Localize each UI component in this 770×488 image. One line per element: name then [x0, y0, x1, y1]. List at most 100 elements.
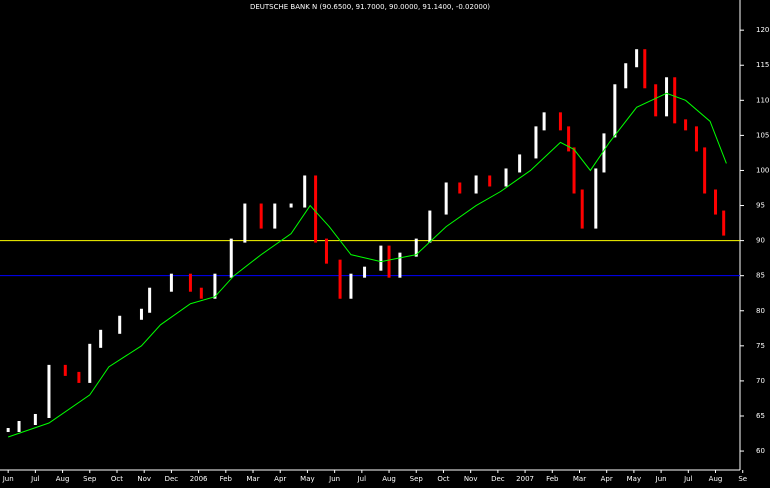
candle [17, 421, 21, 433]
candle [703, 147, 707, 194]
x-tick-label: Dec [165, 475, 179, 483]
candle [47, 364, 51, 418]
x-tick-label: Oct [111, 475, 123, 483]
x-tick-label: Aug [56, 475, 70, 483]
candle [33, 413, 37, 425]
candle [229, 238, 233, 278]
candle [213, 273, 217, 299]
y-tick-label: 115 [756, 61, 769, 69]
y-tick-label: 85 [756, 272, 765, 280]
candle [398, 252, 402, 278]
x-tick-label: Mar [573, 475, 586, 483]
candle [6, 428, 10, 433]
candle [324, 238, 328, 264]
candle [379, 245, 383, 271]
y-tick-label: 100 [756, 166, 769, 174]
y-tick-label: 60 [756, 447, 765, 455]
candle [199, 287, 203, 299]
y-tick-label: 105 [756, 131, 769, 139]
candle [558, 112, 562, 131]
candle [349, 273, 353, 299]
x-tick-label: 2006 [190, 475, 208, 483]
x-tick-label: Aug [709, 475, 723, 483]
candle [63, 364, 67, 376]
x-tick-label: Jun [2, 475, 14, 483]
candle [714, 189, 718, 215]
y-tick-label: 90 [756, 237, 765, 245]
y-tick-label: 65 [756, 412, 765, 420]
candle [414, 238, 418, 257]
candle [314, 175, 318, 243]
candle [169, 273, 173, 292]
candle [338, 259, 342, 299]
candle [474, 175, 478, 194]
x-tick-label: 2007 [516, 475, 534, 483]
candle [88, 343, 92, 383]
x-tick-label: Aug [382, 475, 396, 483]
candle [243, 203, 247, 243]
candle [580, 189, 584, 229]
candle [602, 133, 606, 173]
y-tick-label: 95 [756, 202, 765, 210]
x-tick-label: May [300, 475, 314, 483]
x-tick-label: Dec [491, 475, 505, 483]
candle [273, 203, 277, 229]
x-tick-label: Jul [357, 475, 367, 483]
x-tick-label: Se [738, 475, 747, 483]
candle [624, 63, 628, 89]
candle [77, 371, 81, 383]
candle [518, 154, 522, 173]
x-tick-label: Jul [30, 475, 40, 483]
candle [118, 315, 122, 334]
x-tick-label: Feb [220, 475, 233, 483]
y-tick-label: 75 [756, 342, 765, 350]
candle [665, 77, 669, 117]
candle [139, 308, 143, 320]
candle [188, 273, 192, 292]
candle [643, 49, 647, 89]
candle [635, 49, 639, 68]
x-tick-label: Jun [655, 475, 667, 483]
x-tick-label: Jul [683, 475, 693, 483]
x-tick-label: Oct [437, 475, 449, 483]
candle [363, 266, 367, 278]
chart-title: DEUTSCHE BANK N (90.6500, 91.7000, 90.00… [250, 3, 490, 11]
candle [428, 210, 432, 243]
x-tick-label: Feb [546, 475, 559, 483]
candle [654, 84, 658, 117]
moving-average [7, 92, 727, 438]
x-tick-label: May [627, 475, 641, 483]
candle [694, 126, 698, 152]
candle [504, 168, 508, 187]
candle [387, 245, 391, 278]
x-tick-label: Nov [137, 475, 151, 483]
candle [488, 175, 492, 187]
x-tick-label: Sep [83, 475, 97, 483]
candle [458, 182, 462, 194]
candle [673, 77, 677, 124]
y-tick-label: 120 [756, 26, 769, 34]
y-tick-label: 70 [756, 377, 765, 385]
candle [684, 119, 688, 131]
y-tick-label: 110 [756, 96, 769, 104]
candle [567, 126, 571, 152]
x-tick-label: Apr [601, 475, 613, 483]
x-tick-label: Jun [328, 475, 340, 483]
candle [613, 84, 617, 138]
y-tick-label: 80 [756, 307, 765, 315]
x-tick-label: Mar [246, 475, 259, 483]
candle [722, 210, 726, 236]
candle [148, 287, 152, 313]
candle [289, 203, 293, 208]
x-tick-label: Apr [274, 475, 286, 483]
candle [99, 329, 103, 348]
candle [259, 203, 263, 229]
candle [444, 182, 448, 215]
candle [534, 126, 538, 159]
x-tick-label: Nov [464, 475, 478, 483]
candle [594, 168, 598, 229]
candle [572, 147, 576, 194]
